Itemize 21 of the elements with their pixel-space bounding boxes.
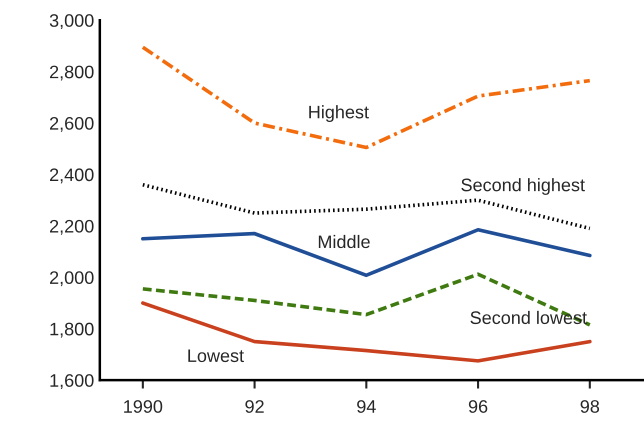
y-tick-label: 2,600 bbox=[50, 116, 94, 132]
y-tick-label: 3,000 bbox=[50, 14, 94, 30]
x-tick-label: 94 bbox=[357, 400, 376, 413]
series-label: Highest bbox=[309, 105, 369, 122]
x-tick-label: 92 bbox=[245, 400, 264, 413]
line-series bbox=[141, 45, 592, 150]
y-tick-label: 2,800 bbox=[50, 66, 94, 80]
y-tick-label: 2,000 bbox=[50, 271, 94, 286]
line-series bbox=[141, 272, 592, 327]
y-tick-label: 1,600 bbox=[50, 374, 94, 390]
x-tick-label: 98 bbox=[580, 400, 600, 413]
x-tick-label: 1990 bbox=[124, 400, 162, 413]
y-tick-label: 2,200 bbox=[50, 220, 94, 235]
y-tick-label: 2,400 bbox=[50, 168, 94, 184]
series-label: Second highest bbox=[461, 178, 585, 195]
series-label: Lowest bbox=[188, 350, 244, 362]
x-tick-label: 96 bbox=[468, 400, 488, 413]
line-series bbox=[141, 228, 592, 278]
y-tick-label: 1,800 bbox=[50, 322, 94, 338]
line-series bbox=[141, 301, 592, 363]
series-label: Middle bbox=[318, 234, 370, 248]
